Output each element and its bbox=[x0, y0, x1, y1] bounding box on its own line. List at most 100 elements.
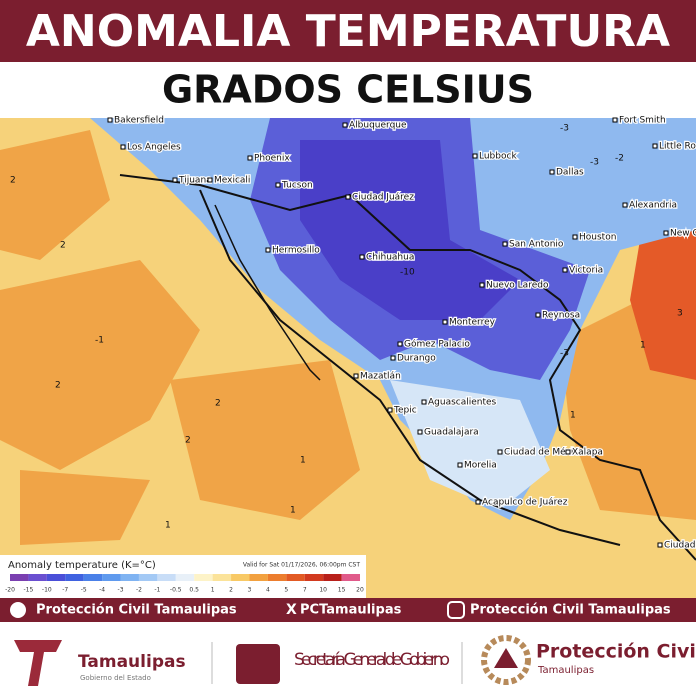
contour-label: 2 bbox=[10, 176, 16, 186]
city-label: Fort Smith bbox=[619, 116, 666, 126]
subtitle: GRADOS CELSIUS bbox=[162, 68, 534, 112]
pc-logo bbox=[481, 635, 531, 685]
city-marker bbox=[565, 449, 571, 455]
contour-label: 2 bbox=[60, 241, 66, 251]
city-label: Acapulco de Juárez bbox=[482, 498, 568, 508]
city-marker bbox=[172, 177, 178, 183]
legend-tick-label: -15 bbox=[24, 587, 34, 594]
facebook-handle[interactable]: Protección Civil Tamaulipas bbox=[36, 603, 237, 618]
city-marker bbox=[120, 144, 126, 150]
legend-swatch bbox=[83, 574, 103, 581]
city-marker bbox=[421, 399, 427, 405]
instagram-handle[interactable]: Protección Civil Tamaulipas bbox=[470, 603, 671, 618]
secretaria: Secretaría General de Gobierno bbox=[294, 650, 450, 670]
city-marker bbox=[390, 355, 396, 361]
city-label: Ciudad Guatemala bbox=[664, 541, 696, 551]
city-label: Alexandria bbox=[629, 201, 677, 211]
tamaulipas-logo bbox=[14, 640, 62, 686]
city-marker bbox=[359, 254, 365, 260]
contour-label: 2 bbox=[185, 436, 191, 446]
city-marker bbox=[472, 153, 478, 159]
state-name: Tamaulipas bbox=[78, 652, 186, 672]
legend-tick-label: 1 bbox=[211, 587, 215, 594]
legend-swatch bbox=[323, 574, 342, 581]
legend-tick-label: -1 bbox=[154, 587, 160, 594]
city-label: Guadalajara bbox=[424, 428, 479, 438]
city-marker bbox=[497, 449, 503, 455]
city-marker bbox=[652, 143, 658, 149]
city-marker bbox=[657, 542, 663, 548]
pc-sub: Tamaulipas bbox=[537, 665, 594, 676]
city-label: Ciudad Juárez bbox=[352, 193, 414, 203]
legend-swatch bbox=[175, 574, 195, 581]
pc-name: Protección Civil bbox=[536, 641, 696, 663]
legend-swatch bbox=[286, 574, 305, 581]
city-marker bbox=[663, 230, 669, 236]
city-label: Dallas bbox=[556, 168, 584, 178]
city-marker bbox=[342, 122, 348, 128]
city-marker bbox=[387, 407, 393, 413]
legend-swatch bbox=[249, 574, 268, 581]
city-marker bbox=[207, 177, 213, 183]
state-sub: Gobierno del Estado bbox=[80, 674, 151, 682]
legend-swatch bbox=[157, 574, 176, 581]
city-marker bbox=[417, 429, 423, 435]
legend-swatch bbox=[194, 574, 213, 581]
city-label: Nuevo Laredo bbox=[486, 281, 549, 291]
city-label: Durango bbox=[397, 354, 436, 364]
legend-tick-label: -5 bbox=[81, 587, 87, 594]
legend-tick-label: 4 bbox=[266, 587, 270, 594]
x-icon: X bbox=[286, 602, 297, 618]
city-label: Monterrey bbox=[449, 318, 496, 328]
legend-tick-label: 3 bbox=[248, 587, 252, 594]
city-label: Chihuahua bbox=[366, 253, 414, 263]
social-band bbox=[0, 598, 696, 622]
legend-tick-label: -4 bbox=[99, 587, 105, 594]
city-label: Reynosa bbox=[542, 311, 580, 321]
contour-label: 3 bbox=[677, 309, 683, 319]
legend-swatch bbox=[138, 574, 158, 581]
secretaria-logo bbox=[236, 644, 280, 684]
contour-label: 1 bbox=[165, 521, 171, 531]
legend-swatch bbox=[46, 574, 66, 581]
city-marker bbox=[502, 241, 508, 247]
legend-swatch bbox=[120, 574, 139, 581]
legend-swatch bbox=[267, 574, 287, 581]
city-marker bbox=[353, 373, 359, 379]
map: Bakersfield Los Angeles Phoenix Albuquerque… bbox=[0, 114, 696, 598]
legend: -20 -15 -10 -7 -5 -4 -3 -2 -1 -0.5 0.5 1 2 3 4 5 7 10 15 20 bbox=[5, 574, 364, 594]
legend-tick-label: 20 bbox=[356, 587, 364, 594]
legend-swatch bbox=[28, 574, 47, 581]
contour-label: 1 bbox=[570, 411, 576, 421]
contour-label: -3 bbox=[560, 124, 569, 134]
city-label: Los Angeles bbox=[127, 143, 181, 153]
pc-logo-triangle bbox=[494, 648, 518, 668]
city-label: Victoria bbox=[569, 266, 603, 276]
city-label: San Antonio bbox=[509, 240, 564, 250]
legend-swatch bbox=[304, 574, 324, 581]
city-label: Bakersfield bbox=[114, 116, 164, 126]
city-label: Mexicali bbox=[214, 176, 250, 186]
city-marker bbox=[107, 117, 113, 123]
subtitle-band bbox=[0, 62, 696, 118]
contour-label: -3 bbox=[590, 158, 599, 168]
city-marker bbox=[442, 319, 448, 325]
city-marker bbox=[475, 499, 481, 505]
legend-swatch bbox=[341, 574, 360, 581]
x-handle[interactable]: PCTamaulipas bbox=[300, 603, 402, 618]
contour-label: -3 bbox=[560, 349, 569, 359]
city-marker bbox=[479, 282, 485, 288]
city-marker bbox=[572, 234, 578, 240]
city-marker bbox=[535, 312, 541, 318]
city-label: Albuquerque bbox=[349, 121, 407, 131]
city-label: Phoenix bbox=[254, 154, 290, 164]
city-label: Little Rock bbox=[659, 142, 696, 152]
instagram-icon bbox=[447, 601, 465, 619]
city-label: Gómez Palacio bbox=[404, 339, 470, 350]
contour-label: 1 bbox=[290, 506, 296, 516]
legend-title: Anomaly temperature (K=°C) bbox=[8, 560, 156, 571]
city-label: Tijuana bbox=[178, 176, 212, 186]
legend-tick-label: 10 bbox=[319, 587, 327, 594]
city-label: Morelia bbox=[464, 461, 497, 471]
